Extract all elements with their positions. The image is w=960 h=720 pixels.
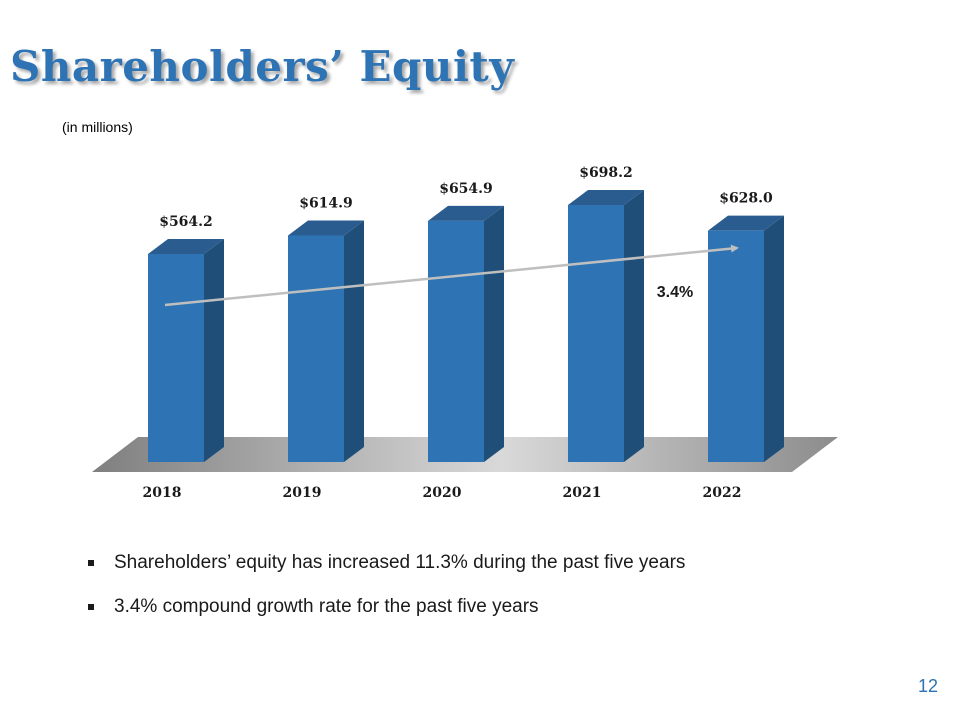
bullet-text: Shareholders’ equity has increased 11.3%… xyxy=(114,552,686,573)
bar-top xyxy=(568,189,644,205)
bar-front xyxy=(568,204,624,462)
bar-top xyxy=(428,205,504,221)
bar-front xyxy=(288,235,344,462)
trend-arrow xyxy=(164,244,739,307)
bar-value-label: $654.9 xyxy=(439,181,493,197)
x-tick-label: 2021 xyxy=(563,485,602,501)
bar-side xyxy=(624,189,644,462)
bar-value-label: $698.2 xyxy=(579,165,633,181)
bar-top xyxy=(288,220,364,236)
bar-2022 xyxy=(708,215,784,462)
bar-top xyxy=(148,239,224,254)
bar-value-label: $564.2 xyxy=(159,214,213,230)
slide-title: Shareholders’ Equity xyxy=(10,42,515,91)
bar-side xyxy=(344,220,364,462)
bar-front xyxy=(428,220,484,462)
bar-side xyxy=(204,239,224,462)
x-tick-label: 2019 xyxy=(283,485,322,501)
bar-side xyxy=(764,215,784,462)
bullet-item: 3.4% compound growth rate for the past f… xyxy=(88,596,685,618)
bar-front xyxy=(148,254,204,462)
bar-front xyxy=(708,230,764,462)
bullet-list: Shareholders’ equity has increased 11.3%… xyxy=(88,552,685,640)
bar-2021 xyxy=(568,189,644,462)
bar-value-label: $628.0 xyxy=(719,191,773,207)
bullet-item: Shareholders’ equity has increased 11.3%… xyxy=(88,552,685,574)
bar-2020 xyxy=(428,205,504,463)
equity-bar-chart: $564.2 2018 $614.9 2019 $654.9 2020 $698.2 2021… xyxy=(92,165,838,501)
bar-value-label: $614.9 xyxy=(299,195,353,211)
bar-top xyxy=(708,215,784,231)
slide-subtitle: (in millions) xyxy=(62,119,133,135)
bar-2019 xyxy=(288,220,364,462)
trend-label: 3.4% xyxy=(657,284,693,301)
bullet-text: 3.4% compound growth rate for the past f… xyxy=(114,596,539,617)
x-tick-label: 2020 xyxy=(423,485,462,501)
x-tick-label: 2022 xyxy=(703,485,742,501)
x-tick-label: 2018 xyxy=(143,485,182,501)
page-number: 12 xyxy=(917,676,938,696)
bar-2018 xyxy=(148,239,224,462)
bullet-square-icon xyxy=(88,560,94,566)
bullet-square-icon xyxy=(88,604,94,610)
bar-side xyxy=(484,205,504,463)
